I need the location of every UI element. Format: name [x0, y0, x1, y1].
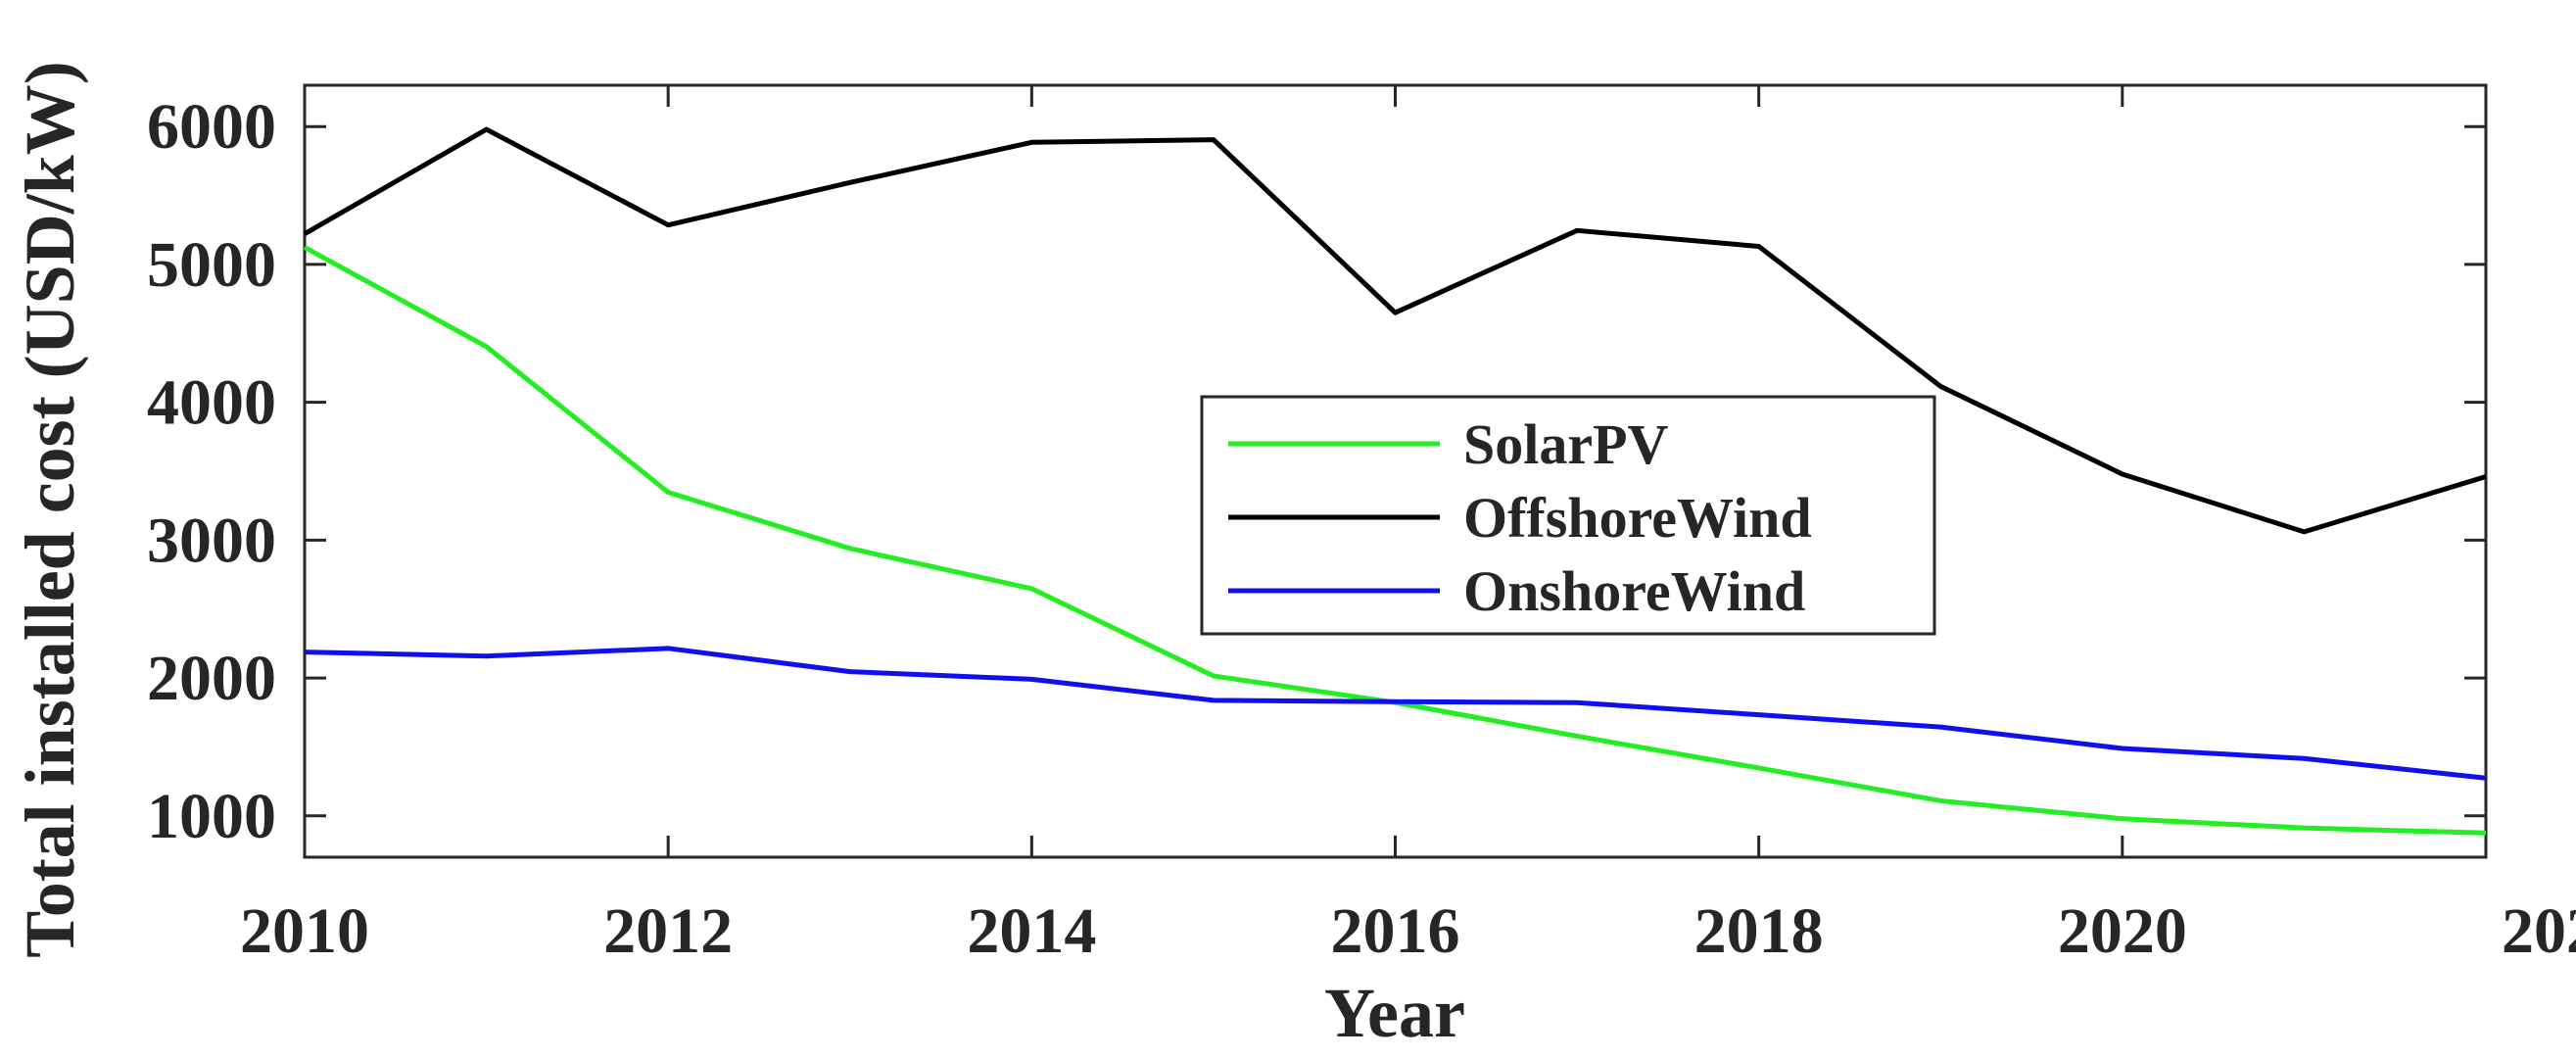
y-tick-label-1000: 1000	[147, 781, 276, 852]
series-lines	[303, 126, 2487, 836]
legend-label-onshorewind: OnshoreWind	[1463, 559, 1805, 623]
legend: SolarPV OffshoreWind OnshoreWind	[1200, 395, 1936, 636]
x-tick-label-2018: 2018	[1694, 895, 1824, 967]
y-tick-label-4000: 4000	[147, 367, 276, 439]
x-tick-label-2014: 2014	[967, 895, 1096, 967]
x-tick-label-2010: 2010	[240, 895, 369, 967]
y-tick-label-3000: 3000	[147, 505, 276, 576]
x-tick-label-2016: 2016	[1331, 895, 1460, 967]
x-axis-title: Year	[1324, 974, 1465, 1052]
y-tick-label-6000: 6000	[147, 91, 276, 163]
y-axis-title: Total installed cost (USD/kW)	[11, 61, 89, 957]
axis-ticks: 2010 2012 2014 2016 2018 2020 2022 1000 2000 3000…	[147, 85, 2576, 967]
legend-label-solarpv: SolarPV	[1463, 412, 1669, 476]
y-tick-label-5000: 5000	[147, 229, 276, 301]
legend-label-offshorewind: OffshoreWind	[1463, 486, 1812, 550]
y-tick-label-2000: 2000	[147, 643, 276, 714]
x-tick-label-2022: 2022	[2502, 895, 2576, 967]
x-tick-label-2020: 2020	[2058, 895, 2187, 967]
x-tick-label-2012: 2012	[603, 895, 733, 967]
